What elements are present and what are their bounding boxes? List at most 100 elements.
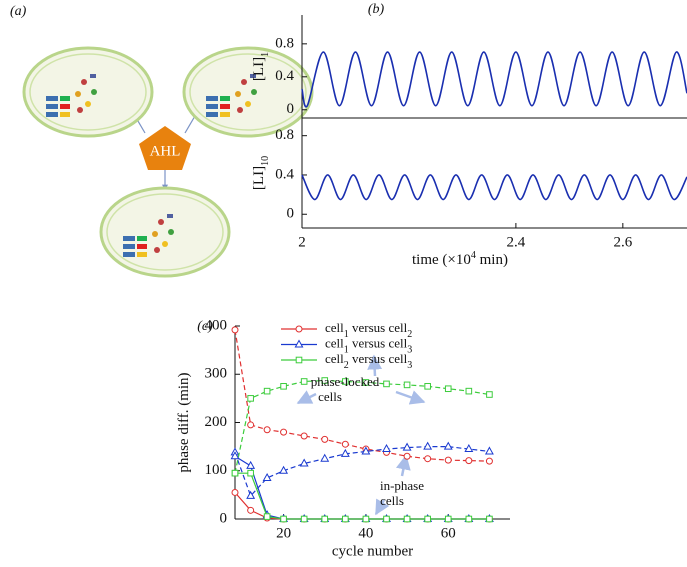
x-axis-label-part: time (×10	[412, 252, 471, 268]
marker	[300, 515, 308, 523]
marker	[231, 488, 239, 496]
marker	[424, 383, 431, 390]
x-tick-label: 2.4	[507, 234, 526, 250]
marker	[403, 515, 411, 523]
marker	[465, 515, 473, 523]
marker	[341, 440, 349, 448]
marker	[263, 426, 271, 434]
y-axis-label: [LI]10	[251, 156, 270, 190]
x-axis-label-part: min)	[476, 252, 508, 268]
marker	[342, 515, 349, 523]
x-axis-label: cycle number	[332, 543, 413, 559]
marker	[362, 515, 370, 523]
marker	[320, 453, 330, 462]
series-line	[234, 455, 490, 520]
marker	[444, 456, 452, 464]
marker	[402, 442, 412, 451]
legend-label: cell1 versus cell3	[325, 335, 412, 355]
series-line	[234, 492, 490, 520]
marker	[342, 378, 349, 385]
marker	[299, 458, 309, 467]
panel-label: (a)	[10, 4, 27, 19]
y-tick-label: 400	[205, 317, 228, 333]
marker	[247, 395, 254, 402]
marker	[444, 515, 452, 523]
marker	[465, 457, 473, 465]
marker	[246, 460, 256, 469]
annotation: cells	[318, 389, 342, 404]
cell	[22, 46, 154, 138]
x-tick-label: 2.6	[613, 234, 632, 250]
legend-label: cell1 versus cell2	[325, 320, 412, 340]
marker	[444, 385, 452, 393]
hub	[139, 126, 191, 170]
marker	[247, 506, 255, 514]
series-line	[301, 51, 687, 108]
x-tick-label: 60	[441, 525, 456, 541]
y-tick-label: 0	[287, 206, 295, 222]
marker	[246, 490, 256, 499]
legend-label: cell2 versus cell3	[325, 351, 412, 371]
marker	[300, 432, 308, 440]
x-tick-label: 2	[298, 234, 306, 250]
marker	[247, 421, 255, 429]
marker	[464, 444, 474, 453]
annotation: phase-locked	[311, 374, 380, 389]
marker	[362, 379, 370, 386]
marker	[485, 457, 493, 465]
y-tick-label: 0.8	[275, 127, 294, 143]
y-tick-label: 0.8	[275, 35, 294, 51]
y-tick-label: 100	[205, 462, 228, 478]
marker	[486, 391, 493, 398]
marker	[280, 515, 287, 523]
marker	[403, 381, 411, 389]
marker	[295, 325, 303, 333]
x-tick-label: 40	[358, 525, 373, 541]
series-line	[301, 174, 687, 201]
marker	[295, 356, 303, 364]
diagram: (a) AHL	[10, 4, 314, 278]
marker	[247, 469, 254, 477]
marker	[486, 515, 493, 523]
marker	[321, 435, 329, 443]
annotation: in-phase	[380, 478, 424, 493]
y-axis-label: phase diff. (min)	[176, 372, 192, 472]
x-axis-label-part: 4	[471, 250, 476, 261]
x-axis-label: time (×104 min)	[412, 250, 508, 269]
marker	[321, 515, 329, 523]
marker	[230, 451, 240, 460]
panel-label: (c)	[197, 319, 213, 334]
annotation-arrows	[296, 354, 426, 516]
y-tick-label: 200	[205, 414, 228, 430]
marker	[383, 515, 390, 523]
cell	[99, 186, 231, 278]
marker	[340, 448, 350, 457]
marker	[423, 441, 433, 450]
y-tick-label: 0.4	[275, 166, 294, 182]
marker	[231, 326, 239, 334]
marker	[361, 446, 371, 455]
hub-label: AHL	[150, 143, 181, 159]
marker	[294, 339, 304, 348]
y-axis-label: [LI]1	[251, 52, 270, 81]
marker	[279, 465, 289, 474]
cell	[182, 46, 314, 138]
marker	[321, 377, 329, 384]
marker	[300, 378, 308, 385]
y-tick-label: 0.4	[275, 68, 294, 84]
marker	[424, 515, 431, 523]
marker	[484, 446, 494, 455]
marker	[263, 513, 271, 520]
y-tick-label: 300	[205, 366, 228, 382]
series-line	[234, 446, 490, 497]
panel-label: (b)	[368, 2, 385, 17]
marker	[263, 387, 271, 395]
marker	[231, 469, 239, 477]
y-tick-label: 0	[287, 101, 295, 117]
marker	[403, 452, 411, 460]
marker	[443, 441, 453, 450]
x-tick-label: 20	[276, 525, 291, 541]
marker	[465, 387, 473, 395]
series-line	[235, 472, 490, 520]
